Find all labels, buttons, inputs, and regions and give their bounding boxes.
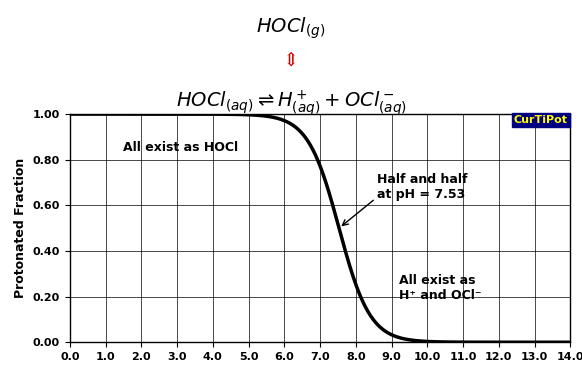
Text: CurTiPot: CurTiPot <box>514 115 568 125</box>
Text: All exist as HOCl: All exist as HOCl <box>123 141 239 155</box>
Text: Half and half
at pH = 7.53: Half and half at pH = 7.53 <box>377 173 468 201</box>
Text: $HOCl_{(aq)} \rightleftharpoons H^+_{(aq)} + OCl^-_{(aq)}$: $HOCl_{(aq)} \rightleftharpoons H^+_{(aq… <box>176 88 406 118</box>
Text: $HOCl_{(g)}$: $HOCl_{(g)}$ <box>257 15 325 41</box>
Y-axis label: Protonated Fraction: Protonated Fraction <box>14 158 27 298</box>
Text: ⇕: ⇕ <box>283 52 299 70</box>
Text: All exist as
H⁺ and OCl⁻: All exist as H⁺ and OCl⁻ <box>399 274 481 302</box>
